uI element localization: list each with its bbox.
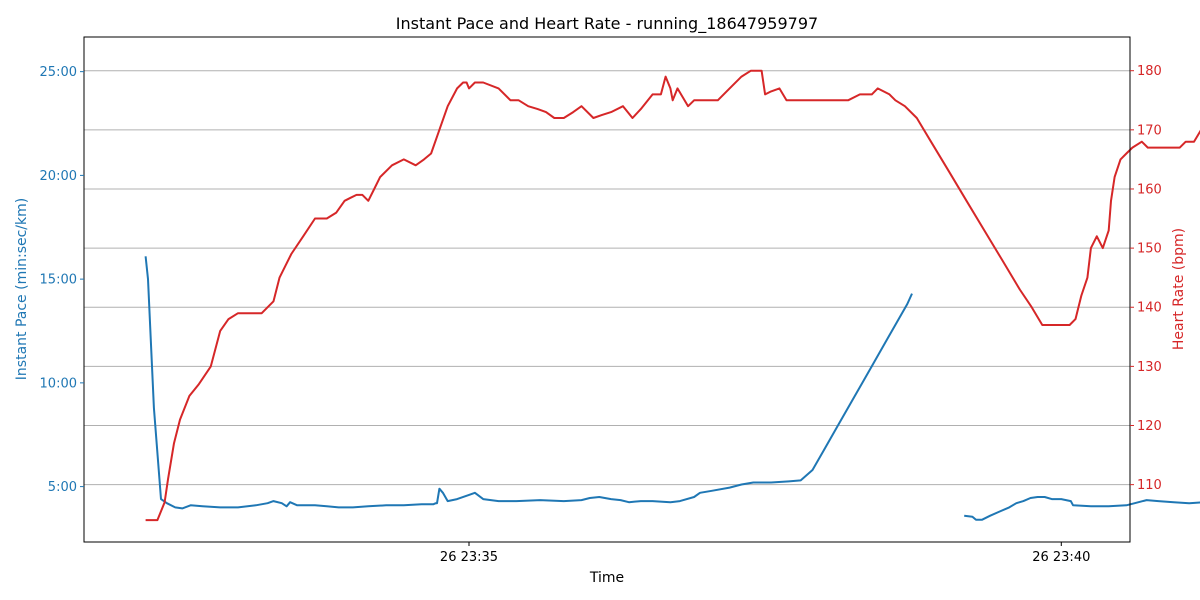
y-axis-left-title: Instant Pace (min:sec/km) — [14, 198, 30, 380]
y-axis-left: 5:00 10:00 15:00 20:00 25:00 — [40, 65, 84, 495]
x-axis: 26 23:35 26 23:40 — [440, 542, 1090, 565]
y-right-tick-label: 160 — [1137, 182, 1162, 197]
pace-line — [964, 496, 1200, 521]
y-right-tick-label: 110 — [1137, 478, 1162, 493]
x-axis-title: Time — [589, 570, 624, 586]
x-tick-label: 26 23:40 — [1032, 550, 1090, 565]
chart-title: Instant Pace and Heart Rate - running_18… — [396, 14, 818, 34]
y-left-tick-label: 20:00 — [40, 169, 77, 184]
y-right-tick-label: 150 — [1137, 242, 1162, 257]
pace-line — [144, 256, 913, 510]
y-right-tick-label: 170 — [1137, 123, 1162, 138]
series-layer — [144, 69, 1200, 522]
y-right-tick-label: 140 — [1137, 301, 1162, 316]
y-left-tick-label: 15:00 — [40, 273, 77, 288]
y-axis-right-title: Heart Rate (bpm) — [1171, 228, 1187, 350]
y-right-tick-label: 130 — [1137, 360, 1162, 375]
y-axis-right: 110 120 130 140 150 160 170 180 — [1130, 64, 1162, 493]
heart-rate-line — [145, 69, 1200, 522]
y-right-tick-label: 180 — [1137, 64, 1162, 79]
x-tick-label: 26 23:35 — [440, 550, 498, 565]
grid — [84, 70, 1130, 486]
plot-frame — [83, 36, 1131, 543]
y-left-tick-label: 5:00 — [48, 480, 77, 495]
y-left-tick-label: 25:00 — [40, 65, 77, 80]
y-right-tick-label: 120 — [1137, 419, 1162, 434]
y-left-tick-label: 10:00 — [40, 376, 77, 391]
